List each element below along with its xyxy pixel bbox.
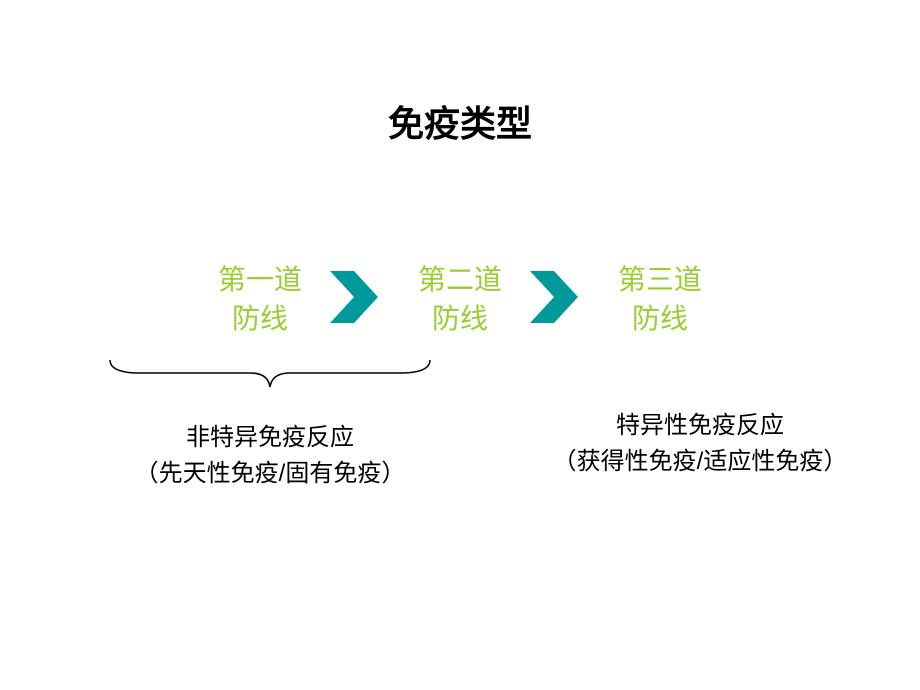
chevron-shape-1 — [330, 271, 378, 323]
chevron-icon-2 — [530, 271, 590, 328]
stage-3-line1: 第三道 — [618, 260, 702, 299]
chevron-shape-2 — [530, 271, 578, 323]
annotation-right: 特异性免疫反应 （获得性免疫/适应性免疫） — [520, 408, 880, 480]
annotation-left-line1: 非特异免疫反应 — [100, 420, 440, 456]
brace-grouping — [95, 355, 445, 400]
chevron-icon-1 — [330, 271, 390, 328]
title-text: 免疫类型 — [388, 103, 532, 144]
stage-2-line1: 第二道 — [418, 260, 502, 299]
stage-1-line1: 第一道 — [218, 260, 302, 299]
flow-row: 第一道 防线 第二道 防线 第三道 防线 — [0, 260, 920, 338]
stage-1: 第一道 防线 — [218, 260, 302, 338]
stage-2: 第二道 防线 — [418, 260, 502, 338]
annotation-right-line1: 特异性免疫反应 — [520, 408, 880, 444]
annotation-right-line2: （获得性免疫/适应性免疫） — [520, 444, 880, 480]
annotation-left: 非特异免疫反应 （先天性免疫/固有免疫） — [100, 420, 440, 492]
stage-3: 第三道 防线 — [618, 260, 702, 338]
curly-brace-icon — [100, 355, 440, 395]
page-title: 免疫类型 — [0, 95, 920, 147]
stage-2-line2: 防线 — [418, 299, 502, 338]
brace-path — [110, 360, 430, 387]
stage-1-line2: 防线 — [218, 299, 302, 338]
annotation-left-line2: （先天性免疫/固有免疫） — [100, 456, 440, 492]
stage-3-line2: 防线 — [618, 299, 702, 338]
